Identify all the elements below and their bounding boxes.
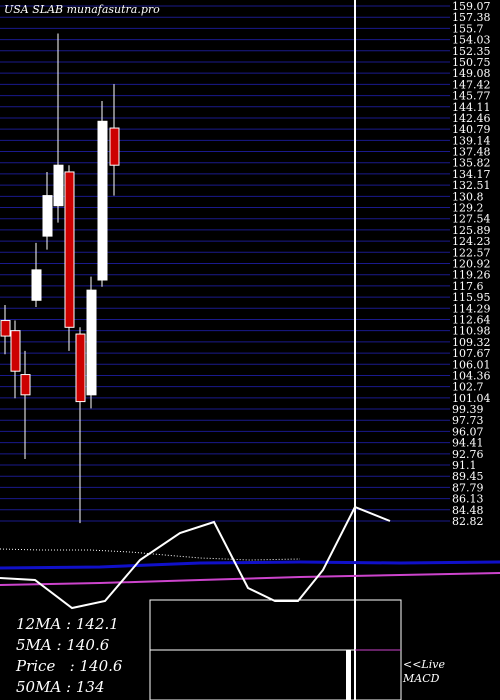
grid-lines: [0, 5, 450, 522]
y-tick-label: 87.79: [452, 481, 484, 494]
chart-title: USA SLAB munafasutra.pro: [4, 3, 160, 16]
y-tick-label: 125.89: [452, 224, 491, 237]
y-tick-label: 112.64: [452, 313, 491, 326]
y-tick-label: 145.77: [452, 90, 491, 103]
macd-label: <<Live MACD: [403, 658, 445, 686]
y-tick-label: 115.95: [452, 291, 491, 304]
candle-body: [42, 195, 53, 237]
y-tick-label: 154.03: [452, 34, 491, 47]
y-tick-label: 94.41: [452, 437, 484, 450]
ma-label: 5MA: [16, 636, 52, 654]
y-tick-label: 101.04: [452, 392, 491, 405]
ma-row-price: Price : 140.6: [16, 656, 122, 677]
ma-separator: :: [61, 678, 76, 696]
y-tick-label: 132.51: [452, 179, 491, 192]
ma-row-12: 12MA : 142.1: [16, 614, 122, 635]
y-tick-label: 91.1: [452, 459, 477, 472]
y-tick-label: 89.45: [452, 470, 484, 483]
y-tick-label: 124.23: [452, 235, 491, 248]
y-tick-label: 119.26: [452, 269, 491, 282]
y-tick-label: 106.01: [452, 358, 491, 371]
signal-line: [0, 548, 301, 561]
ma-row-5: 5MA : 140.6: [16, 635, 122, 656]
y-tick-label: 92.76: [452, 448, 484, 461]
ma-value: 142.1: [75, 615, 119, 633]
y-tick-label: 127.54: [452, 213, 491, 226]
ma-value: 140.6: [66, 636, 110, 654]
y-tick-label: 135.82: [452, 157, 491, 170]
y-tick-label: 109.32: [452, 336, 491, 349]
y-tick-label: 104.36: [452, 369, 491, 382]
y-tick-label: 134.17: [452, 168, 491, 181]
y-tick-label: 102.7: [452, 381, 484, 394]
candle-body: [0, 320, 11, 337]
y-tick-label: 137.48: [452, 146, 491, 159]
ma-separator: :: [51, 636, 67, 654]
candle-body: [31, 269, 42, 301]
macd-title-text: MACD: [403, 672, 440, 685]
y-tick-label: 152.35: [452, 45, 491, 58]
ma-pink-line: [0, 572, 500, 586]
y-tick-label: 82.82: [452, 515, 484, 528]
candle-body: [75, 333, 86, 403]
ma-label: Price: [16, 657, 56, 675]
y-tick-label: 99.39: [452, 403, 484, 416]
ma-label: 12MA: [16, 615, 62, 633]
candle-body: [86, 289, 97, 396]
y-tick-label: 139.14: [452, 134, 491, 147]
y-tick-label: 114.29: [452, 302, 491, 315]
y-tick-label: 155.7: [452, 22, 484, 35]
indicator-lines: [0, 505, 500, 610]
y-tick-label: 84.48: [452, 504, 484, 517]
y-tick-label: 96.07: [452, 425, 484, 438]
y-tick-label: 142.46: [452, 112, 491, 125]
ma-label: 50MA: [16, 678, 62, 696]
y-tick-label: 122.57: [452, 246, 491, 259]
macd-histogram-bar: [346, 650, 351, 700]
y-tick-label: 130.8: [452, 190, 484, 203]
ma-separator: :: [55, 657, 80, 675]
candle-body: [109, 127, 120, 166]
y-tick-label: 117.6: [452, 280, 484, 293]
y-tick-label: 157.38: [452, 11, 491, 24]
y-tick-label: 86.13: [452, 493, 484, 506]
y-tick-label: 97.73: [452, 414, 484, 427]
candle-body: [20, 374, 31, 396]
y-axis-tick-labels: 159.07157.38155.7154.03152.35150.75149.0…: [452, 0, 491, 528]
candle-body: [97, 120, 108, 281]
ma-value: 140.6: [79, 657, 123, 675]
candle-body: [53, 164, 64, 207]
macd-line: [0, 505, 391, 610]
macd-live-text: <<Live: [403, 658, 445, 671]
candle-body: [10, 330, 21, 372]
y-tick-label: 110.98: [452, 325, 491, 338]
y-tick-label: 159.07: [452, 0, 491, 13]
y-tick-label: 129.2: [452, 202, 484, 215]
y-tick-label: 144.11: [452, 101, 491, 114]
y-tick-label: 120.92: [452, 258, 491, 271]
ma-blue-line: [0, 560, 500, 570]
ma-row-50: 50MA : 134: [16, 677, 122, 698]
candle-body: [64, 171, 75, 328]
y-tick-label: 149.08: [452, 67, 491, 80]
y-tick-label: 150.75: [452, 56, 491, 69]
y-tick-label: 147.42: [452, 78, 491, 91]
candles: [0, 33, 120, 524]
moving-average-panel: 12MA : 142.1 5MA : 140.6 Price : 140.6 5…: [16, 614, 122, 698]
y-tick-label: 140.79: [452, 123, 491, 136]
y-tick-label: 107.67: [452, 347, 491, 360]
ma-separator: :: [61, 615, 76, 633]
ma-value: 134: [75, 678, 105, 696]
